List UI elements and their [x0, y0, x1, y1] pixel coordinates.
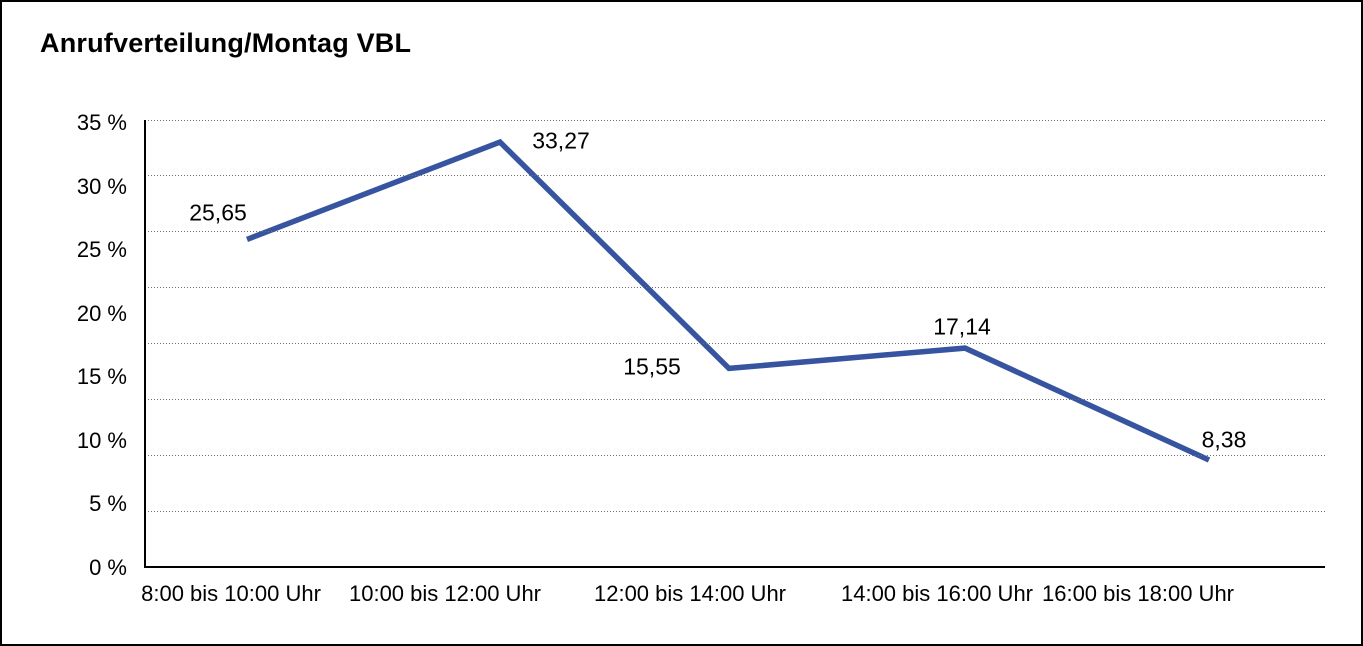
chart-title: Anrufverteilung/Montag VBL — [40, 28, 412, 58]
x-category-label: 8:00 bis 10:00 Uhr — [141, 581, 321, 606]
x-category-label: 16:00 bis 18:00 Uhr — [1041, 581, 1235, 606]
y-tick-label: 10 % — [76, 427, 127, 453]
data-point-label: 17,14 — [933, 313, 991, 340]
y-tick-label: 20 % — [76, 300, 127, 326]
gridline — [145, 398, 1325, 400]
y-tick-label: 30 % — [76, 173, 127, 199]
y-tick-label: 5 % — [89, 491, 127, 517]
gridline — [145, 454, 1325, 456]
y-tick-label: 15 % — [76, 364, 127, 390]
data-point-label: 33,27 — [532, 127, 590, 154]
y-axis-line — [144, 120, 146, 568]
gridline — [145, 510, 1325, 512]
y-tick-label: 0 % — [89, 555, 127, 580]
x-category-label: 14:00 bis 16:00 Uhr — [840, 581, 1034, 606]
y-tick-label: 25 % — [76, 237, 127, 263]
gridline — [145, 175, 1325, 177]
data-point-label: 25,65 — [189, 199, 247, 226]
y-tick-label: 35 % — [76, 110, 127, 135]
gridline — [145, 343, 1325, 344]
data-point-label: 8,38 — [1201, 426, 1247, 453]
data-point-label: 15,55 — [623, 353, 681, 380]
gridline — [145, 119, 1325, 121]
line-series-path — [246, 138, 1211, 463]
x-category-label: 10:00 bis 12:00 Uhr — [348, 581, 542, 606]
x-category-label: 12:00 bis 14:00 Uhr — [593, 581, 787, 606]
x-axis-line — [145, 566, 1325, 568]
gridline — [145, 287, 1325, 289]
gridline — [145, 231, 1325, 233]
